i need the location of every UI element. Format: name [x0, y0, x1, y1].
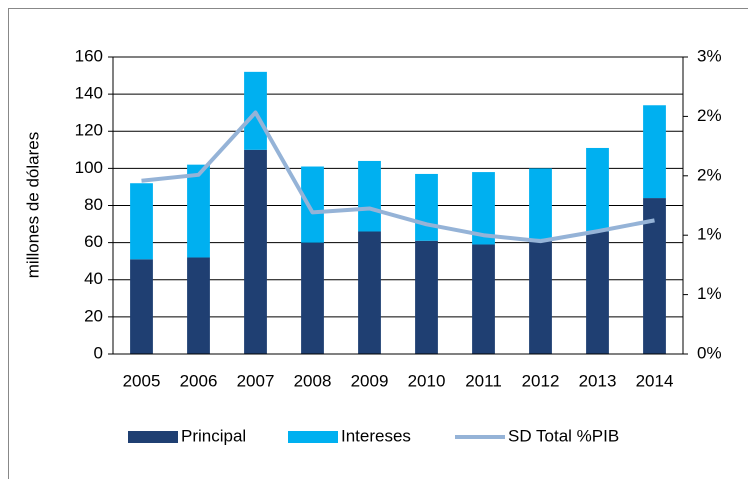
y-tick-label: 140	[75, 84, 103, 103]
legend-label: Intereses	[341, 426, 411, 445]
x-tick-label: 2013	[579, 371, 617, 390]
bar	[472, 244, 495, 354]
x-tick-label: 2007	[237, 371, 275, 390]
y-tick-label: 160	[75, 46, 103, 65]
y-tick-label: 120	[75, 121, 103, 140]
y-axis-label: millones de dólares	[23, 132, 42, 278]
y2-tick-label: 2%	[697, 106, 722, 125]
bar	[643, 105, 666, 199]
bar	[244, 149, 267, 354]
bar	[187, 257, 210, 354]
bar	[586, 231, 609, 354]
line	[141, 110, 655, 244]
y2-tick-label: 1%	[697, 284, 722, 303]
y2-tick-label: 2%	[697, 165, 722, 184]
bar	[358, 160, 381, 232]
x-tick-label: 2014	[636, 371, 674, 390]
y2-tick-label: 1%	[697, 225, 722, 244]
y-tick-label: 0	[94, 343, 103, 362]
bar	[643, 198, 666, 354]
bar	[472, 172, 495, 245]
y2-tick-label: 3%	[697, 46, 722, 65]
x-tick-label: 2010	[408, 371, 446, 390]
y-tick-label: 20	[84, 306, 103, 325]
frame	[8, 8, 748, 479]
x-tick-label: 2009	[351, 371, 389, 390]
bar	[301, 242, 324, 354]
bar	[586, 147, 609, 232]
bar	[130, 259, 153, 354]
y-tick-label: 100	[75, 158, 103, 177]
legend-swatch	[288, 431, 338, 443]
bar	[415, 173, 438, 241]
y2-tick-label: 0%	[697, 343, 722, 362]
bar	[358, 231, 381, 354]
legend-swatch	[128, 431, 178, 443]
x-tick-label: 2005	[123, 371, 161, 390]
y-tick-label: 60	[84, 232, 103, 251]
y-tick-label: 40	[84, 269, 103, 288]
legend-label: Principal	[181, 426, 246, 445]
x-tick-label: 2008	[294, 371, 332, 390]
bar	[301, 166, 324, 243]
x-tick-label: 2012	[522, 371, 560, 390]
x-tick-label: 2006	[180, 371, 218, 390]
legend-label: SD Total %PIB	[508, 426, 619, 445]
x-tick-label: 2011	[465, 371, 502, 390]
bar	[529, 168, 552, 239]
bar	[529, 238, 552, 354]
bar	[415, 240, 438, 354]
bar	[130, 183, 153, 260]
bar	[187, 164, 210, 258]
y-tick-label: 80	[84, 195, 103, 214]
